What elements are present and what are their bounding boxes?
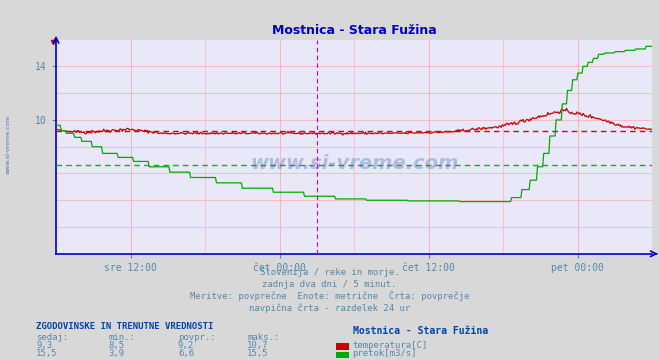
Text: Slovenija / reke in morje.: Slovenija / reke in morje. xyxy=(260,269,399,278)
Text: 10,7: 10,7 xyxy=(247,341,269,350)
Text: min.:: min.: xyxy=(109,333,136,342)
Text: 8,5: 8,5 xyxy=(109,341,125,350)
Text: temperatura[C]: temperatura[C] xyxy=(353,341,428,350)
Text: sedaj:: sedaj: xyxy=(36,333,69,342)
Text: www.si-vreme.com: www.si-vreme.com xyxy=(5,114,11,174)
Text: Mostnica - Stara Fužina: Mostnica - Stara Fužina xyxy=(353,326,488,336)
Title: Mostnica - Stara Fužina: Mostnica - Stara Fužina xyxy=(272,24,436,37)
Text: navpična črta - razdelek 24 ur: navpična črta - razdelek 24 ur xyxy=(249,303,410,313)
Text: www.si-vreme.com: www.si-vreme.com xyxy=(250,154,459,173)
Text: pretok[m3/s]: pretok[m3/s] xyxy=(353,350,417,359)
Text: maks.:: maks.: xyxy=(247,333,279,342)
Text: 15,5: 15,5 xyxy=(247,350,269,359)
Text: 9,2: 9,2 xyxy=(178,341,194,350)
Text: ZGODOVINSKE IN TRENUTNE VREDNOSTI: ZGODOVINSKE IN TRENUTNE VREDNOSTI xyxy=(36,323,214,332)
Text: 15,5: 15,5 xyxy=(36,350,58,359)
Text: Meritve: povprečne  Enote: metrične  Črta: povprečje: Meritve: povprečne Enote: metrične Črta:… xyxy=(190,291,469,301)
Text: 9,3: 9,3 xyxy=(36,341,52,350)
Text: 3,9: 3,9 xyxy=(109,350,125,359)
Text: povpr.:: povpr.: xyxy=(178,333,215,342)
Text: 6,6: 6,6 xyxy=(178,350,194,359)
Text: zadnja dva dni / 5 minut.: zadnja dva dni / 5 minut. xyxy=(262,280,397,289)
